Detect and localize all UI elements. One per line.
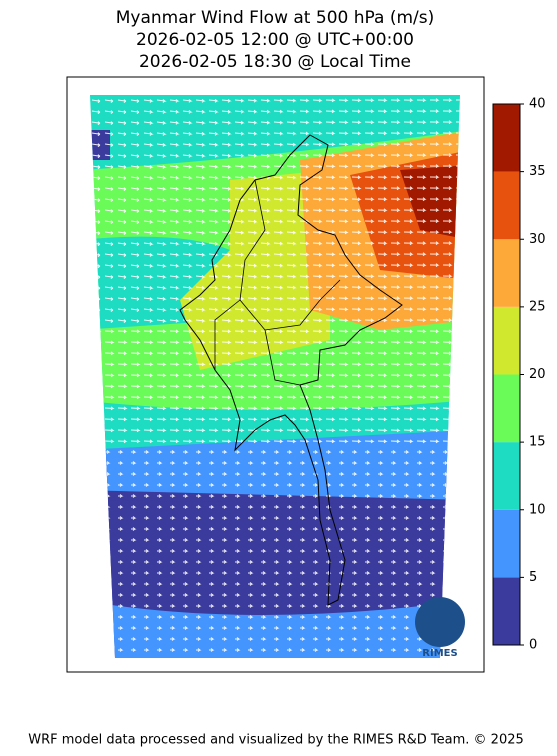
state-borders [214,179,341,386]
colorbar-bin [493,442,520,510]
colorbar-bin [493,374,520,443]
colorbar-bin [493,104,520,172]
colorbar-tick-label: 40 [529,97,546,112]
footer: WRF model data processed and visualized … [28,733,524,748]
colorbar-tick-label: 35 [529,164,546,179]
logo-text: RIMES [422,648,457,659]
colorbar-bin [493,306,520,375]
title-line: 2026-02-05 18:30 @ Local Time [139,52,411,72]
colorbar-tick-label: 30 [529,232,546,247]
logo: RIMES [415,597,465,659]
colorbar-bin [493,509,520,578]
logo-badge [415,597,465,647]
colorbar-tick-label: 20 [529,367,546,382]
map-frame [66,76,485,673]
colorbar-bin [493,239,520,307]
colorbar-tick-label: 5 [529,570,537,585]
colorbar-tick-label: 0 [529,638,537,653]
colorbar: 0 5 10 15 20 25 30 35 40 [492,97,546,653]
colorbar-tick-label: 25 [529,299,546,314]
colorbar-tick-label: 15 [529,435,546,450]
colorbar-tick-label: 10 [529,502,546,517]
title-line: Myanmar Wind Flow at 500 hPa (m/s) [116,8,434,28]
country-outline [179,134,403,606]
title-line: 2026-02-05 12:00 @ UTC+00:00 [136,30,414,50]
wind-zone [90,500,460,615]
colorbar-bin [493,171,520,240]
colorbar-bin [493,577,520,645]
